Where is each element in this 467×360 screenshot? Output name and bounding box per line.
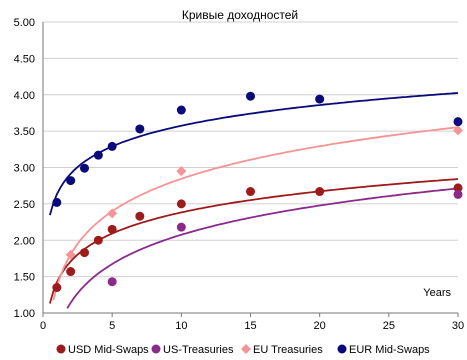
data-point bbox=[80, 248, 89, 258]
data-point bbox=[107, 277, 117, 287]
y-tick-label: 3.50 bbox=[14, 126, 35, 138]
y-tick-label: 1.50 bbox=[14, 272, 35, 284]
data-point bbox=[93, 150, 103, 160]
data-point bbox=[453, 117, 463, 127]
data-point bbox=[107, 224, 117, 234]
data-point bbox=[176, 222, 186, 232]
tick-labels: 1.00 1.50 2.00 2.50 3.00 3.50 4.00 4.50 5.00 0 5 10… bbox=[14, 17, 465, 332]
axes bbox=[42, 22, 459, 317]
data-point bbox=[135, 211, 145, 221]
legend-label: EUR Mid-Swaps bbox=[349, 344, 430, 356]
x-tick-label: 25 bbox=[383, 320, 395, 332]
legend-marker bbox=[56, 344, 66, 354]
trend-line bbox=[49, 92, 459, 216]
y-tick-label: 3.00 bbox=[14, 163, 35, 175]
data-point bbox=[66, 267, 76, 277]
data-point bbox=[176, 166, 187, 177]
x-tick-label: 0 bbox=[40, 320, 46, 332]
legend-marker bbox=[337, 344, 347, 354]
data-point bbox=[453, 189, 463, 199]
chart-title: Кривые доходностей bbox=[182, 8, 298, 22]
x-axis-label: Years bbox=[423, 287, 451, 299]
data-point bbox=[176, 105, 186, 115]
y-tick-label: 1.00 bbox=[14, 308, 35, 320]
data-point bbox=[52, 197, 62, 207]
data-point bbox=[135, 124, 145, 134]
y-tick-label: 2.00 bbox=[14, 235, 35, 247]
x-tick-label: 15 bbox=[244, 320, 256, 332]
legend-label: USD Mid-Swaps bbox=[68, 344, 149, 356]
y-tick-label: 2.50 bbox=[14, 199, 35, 211]
data-point bbox=[52, 283, 62, 293]
y-tick-label: 4.50 bbox=[14, 53, 35, 65]
data-point bbox=[176, 199, 186, 209]
trend-lines bbox=[49, 92, 459, 309]
y-tick-label: 5.00 bbox=[14, 17, 35, 29]
x-tick-label: 5 bbox=[109, 320, 115, 332]
data-point bbox=[315, 94, 325, 104]
legend-label: EU Treasuries bbox=[253, 344, 323, 356]
trend-line bbox=[66, 187, 459, 309]
y-tick-label: 4.00 bbox=[14, 90, 35, 102]
data-point bbox=[453, 125, 463, 136]
data-point bbox=[80, 163, 89, 173]
data-point bbox=[246, 187, 255, 197]
legend-marker bbox=[241, 344, 251, 354]
x-tick-label: 10 bbox=[175, 320, 187, 332]
data-point bbox=[246, 91, 255, 101]
data-point bbox=[107, 208, 118, 219]
data-point bbox=[315, 187, 325, 197]
x-tick-label: 30 bbox=[452, 320, 464, 332]
legend-marker bbox=[151, 344, 161, 354]
trend-line bbox=[49, 178, 459, 304]
data-point bbox=[66, 176, 76, 186]
data-point bbox=[107, 141, 117, 151]
data-point bbox=[453, 183, 463, 193]
data-points bbox=[52, 91, 463, 293]
trend-line bbox=[52, 126, 459, 301]
legend: USD Mid-Swaps US-Treasuries EU Treasuries E… bbox=[56, 344, 430, 356]
legend-label: US-Treasuries bbox=[163, 344, 234, 356]
data-point bbox=[65, 249, 76, 260]
data-point bbox=[93, 235, 103, 245]
x-tick-label: 20 bbox=[314, 320, 326, 332]
